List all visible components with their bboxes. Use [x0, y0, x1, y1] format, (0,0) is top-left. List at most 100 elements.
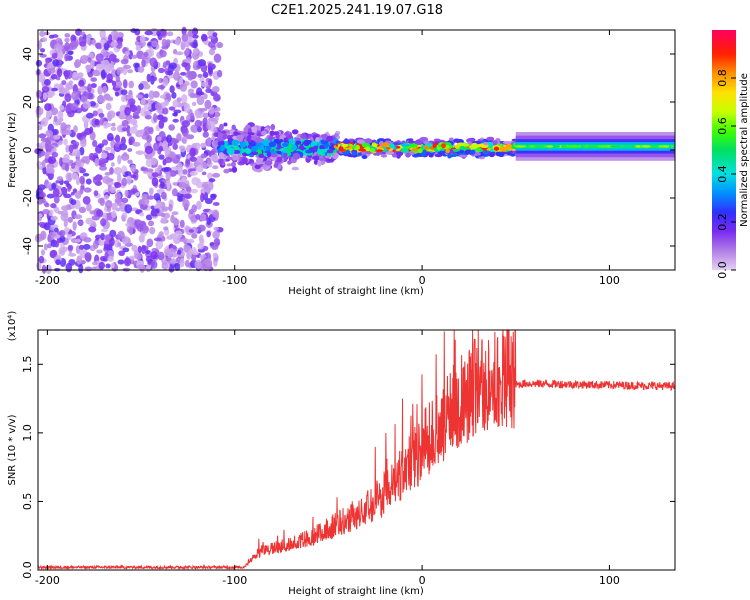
x-tick-label: -100 [222, 574, 247, 587]
heatmap-cell [92, 140, 98, 147]
heatmap-cell [109, 167, 114, 175]
heatmap-cell [182, 198, 190, 209]
heatmap-cell [148, 187, 154, 196]
heatmap-cell [117, 154, 122, 165]
heatmap-cell [78, 206, 87, 214]
heatmap-cell [53, 115, 58, 123]
heatmap-cell [144, 30, 153, 36]
heatmap-cell [126, 124, 131, 134]
heatmap-cell [466, 137, 475, 144]
heatmap-cell [109, 229, 117, 238]
heatmap-cell [511, 150, 518, 155]
heatmap-cell [91, 39, 97, 46]
heatmap-cell [79, 244, 85, 250]
heatmap-cell [190, 80, 198, 89]
heatmap-cell [332, 152, 339, 160]
heatmap-cell [92, 266, 97, 271]
heatmap-cell [486, 136, 495, 142]
heatmap-cell [233, 146, 240, 151]
heatmap-cell [51, 182, 57, 190]
heatmap-cell [143, 103, 152, 111]
heatmap-cell [146, 73, 151, 83]
heatmap-cell [45, 129, 54, 138]
heatmap-cell [116, 68, 121, 76]
heatmap-cell [172, 143, 178, 150]
heatmap-cell [132, 115, 140, 120]
heatmap-cell [84, 252, 92, 262]
heatmap-cell [198, 234, 204, 243]
heatmap-cell [160, 217, 168, 223]
heatmap-cell [245, 148, 252, 155]
heatmap-cell [109, 186, 116, 194]
heatmap-cell [83, 187, 92, 193]
heatmap-cell [79, 146, 85, 156]
heatmap-cell [47, 62, 54, 69]
heatmap-cell [191, 101, 197, 107]
y-tick-label: 1.5 [21, 356, 34, 374]
heatmap-cells [34, 26, 675, 274]
heatmap-cell [124, 51, 131, 56]
heatmap-cell [156, 200, 162, 207]
heatmap-cell [191, 204, 197, 213]
heatmap-cell [124, 189, 129, 197]
heatmap-cell [121, 127, 128, 132]
heatmap-cell [156, 114, 164, 121]
heatmap-cell [432, 142, 437, 148]
heatmap-cell [120, 89, 128, 96]
heatmap-cell [228, 156, 234, 161]
snr-x-ticks: -200 -100 0 100 [35, 330, 620, 587]
heatmap-cell [84, 155, 91, 165]
heatmap-cell [151, 40, 158, 48]
heatmap-cell [380, 153, 388, 158]
heatmap-cell [211, 38, 218, 43]
heatmap-cell [60, 186, 68, 196]
heatmap-cell [220, 144, 225, 152]
heatmap-cell [114, 91, 120, 97]
heatmap-cell [105, 102, 112, 111]
heatmap-cell [95, 42, 102, 49]
heatmap-cell [214, 106, 221, 112]
heatmap-cell [86, 92, 94, 100]
heatmap-cell [388, 143, 395, 149]
heatmap-cell [76, 132, 82, 140]
heatmap-cell [483, 142, 489, 146]
heatmap-cell [72, 143, 78, 150]
heatmap-cell [188, 229, 194, 233]
heatmap-cell [130, 188, 139, 194]
heatmap-cell [152, 76, 158, 82]
heatmap-cell [170, 258, 176, 265]
heatmap-cell [326, 149, 334, 154]
heatmap-cell [186, 238, 195, 244]
heatmap-cell [213, 226, 219, 231]
heatmap-cell [414, 140, 424, 145]
heatmap-cell [40, 48, 46, 53]
heatmap-cell [218, 158, 224, 165]
heatmap-cell [223, 133, 228, 139]
heatmap-cell [131, 54, 138, 59]
heatmap-cell [55, 37, 63, 44]
heatmap-cell [232, 156, 240, 161]
heatmap-cell [67, 244, 74, 251]
heatmap-cell [138, 83, 144, 91]
heatmap-cell [57, 210, 62, 215]
heatmap-cell [133, 249, 139, 258]
colorbar: 0.0 0.2 0.4 0.6 0.8 Normalized spectral ampl… [712, 30, 750, 279]
heatmap-cell [82, 91, 88, 96]
heatmap-cell [88, 152, 95, 161]
heatmap-cell [401, 143, 410, 147]
heatmap-cell [356, 139, 366, 144]
heatmap-cell [207, 41, 216, 48]
heatmap-cell [181, 127, 189, 137]
heatmap-cell [174, 262, 181, 272]
heatmap-cell [268, 141, 277, 148]
heatmap-cell [109, 236, 115, 247]
heatmap-cell [355, 144, 360, 150]
heatmap-cell [52, 59, 60, 67]
heatmap-cell [176, 97, 182, 103]
heatmap-cell [179, 145, 186, 153]
heatmap-cell [212, 252, 218, 258]
heatmap-cell [85, 34, 91, 45]
heatmap-cell [136, 223, 144, 232]
heatmap-cell [103, 194, 110, 200]
heatmap-cell [37, 221, 46, 227]
